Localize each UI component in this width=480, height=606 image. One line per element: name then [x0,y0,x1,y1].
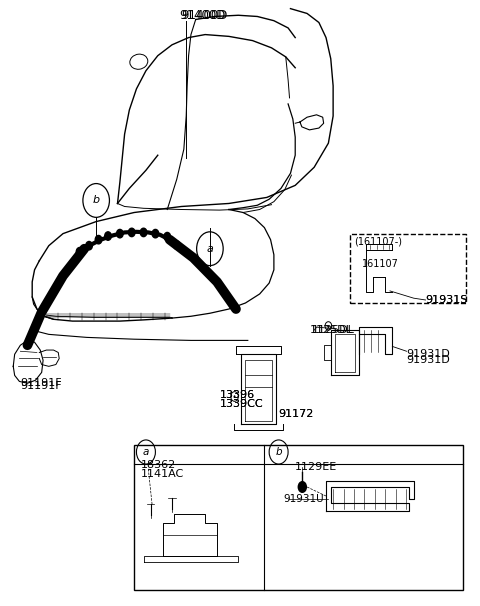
Text: 91931D: 91931D [407,355,450,365]
Bar [350,234,466,303]
Circle shape [105,232,111,240]
Text: 91931U: 91931U [283,494,324,504]
Circle shape [95,236,102,244]
Text: (161107-): (161107-) [354,237,402,247]
Text: 91191F: 91191F [20,381,62,391]
Circle shape [128,228,135,237]
Text: 1141AC: 1141AC [141,469,184,479]
Text: 91400D: 91400D [179,8,226,22]
Text: 1339CC: 1339CC [219,399,263,409]
Text: 91931D: 91931D [407,349,450,359]
Text: 1125DL: 1125DL [310,325,352,335]
Text: b: b [93,196,100,205]
Text: 18362: 18362 [141,460,177,470]
Circle shape [234,395,236,398]
Text: 1125DL: 1125DL [312,325,355,335]
Circle shape [117,230,123,238]
Text: 1339CC: 1339CC [219,399,263,409]
Text: 91172: 91172 [278,409,314,419]
Text: 1129EE: 1129EE [295,462,337,472]
Circle shape [86,241,92,250]
Text: 91931S: 91931S [426,295,468,305]
Bar [134,445,464,590]
Text: 161107: 161107 [361,259,398,269]
Circle shape [76,247,83,256]
Text: 91172: 91172 [278,409,314,419]
Text: a: a [143,447,149,457]
Text: b: b [276,447,282,457]
Circle shape [298,481,307,493]
Text: 91931S: 91931S [426,295,468,305]
Circle shape [173,241,180,249]
Text: 13396: 13396 [219,390,254,400]
Text: a: a [206,244,213,254]
Circle shape [164,233,170,241]
Circle shape [152,230,159,238]
Text: 91191F: 91191F [20,378,62,388]
Text: 91400D: 91400D [181,9,228,22]
Text: 13396: 13396 [219,390,254,400]
Circle shape [140,228,147,237]
